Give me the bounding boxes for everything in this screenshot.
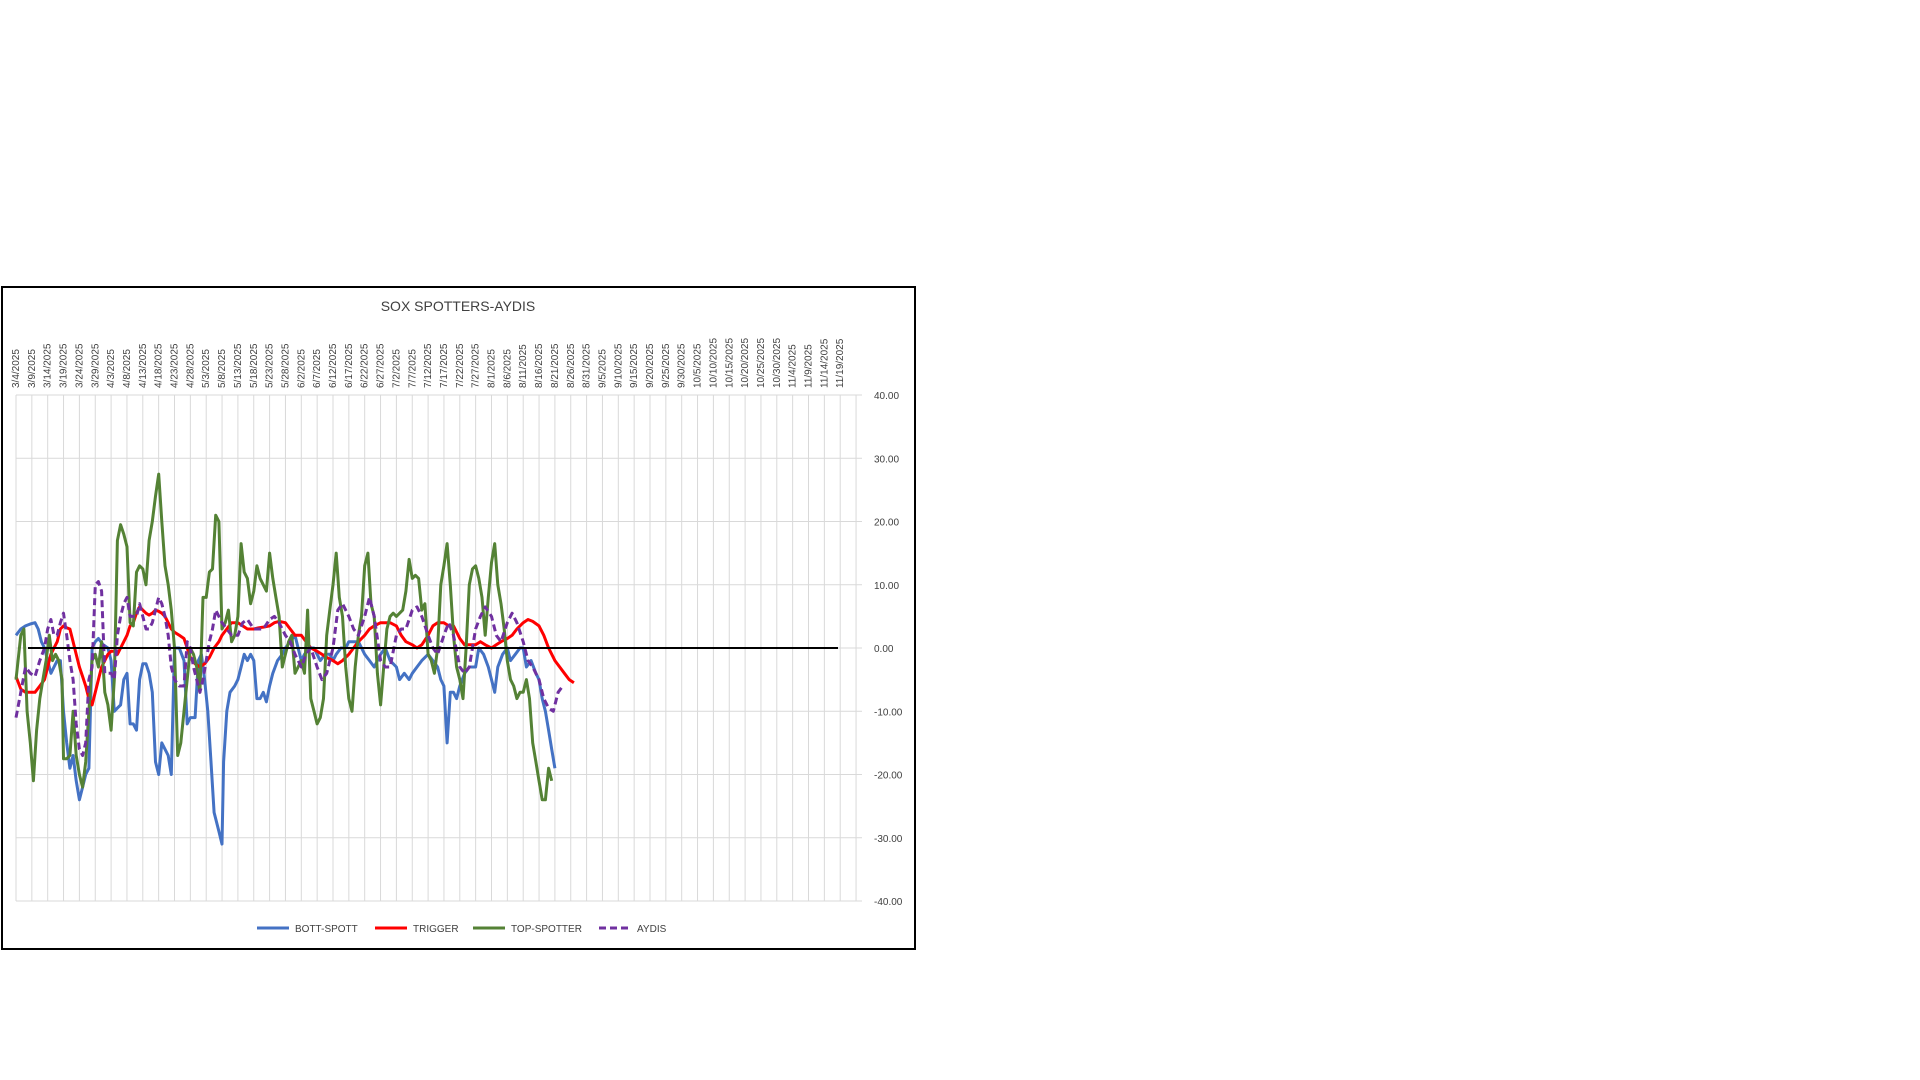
x-tick-label: 5/8/2025	[217, 349, 228, 388]
legend-label: AYDIS	[637, 924, 667, 935]
chart-frame: 3/4/2025 3/9/2025 3/14/2025 3/19/2025 3/24/2…	[1, 286, 916, 950]
y-tick-label: 30.00	[874, 454, 899, 465]
x-tick-label: 11/9/2025	[804, 344, 815, 388]
x-tick-label: 8/16/2025	[534, 343, 545, 388]
x-tick-label: 3/29/2025	[90, 343, 101, 388]
y-tick-label: -30.00	[874, 834, 903, 845]
y-tick-label: 10.00	[874, 581, 899, 592]
legend-label: BOTT-SPOTT	[295, 924, 358, 935]
x-tick-label: 10/15/2025	[724, 338, 735, 388]
x-tick-label: 6/2/2025	[296, 349, 307, 388]
legend-label: TRIGGER	[413, 924, 459, 935]
line-chart: 3/4/2025 3/9/2025 3/14/2025 3/19/2025 3/24/2…	[11, 298, 903, 935]
x-tick-label: 10/10/2025	[708, 338, 719, 388]
x-tick-label: 8/31/2025	[582, 343, 593, 388]
x-tick-label: 8/21/2025	[550, 343, 561, 388]
x-tick-label: 9/10/2025	[613, 343, 624, 388]
x-tick-label: 6/27/2025	[376, 343, 387, 388]
x-tick-label: 8/1/2025	[487, 349, 498, 388]
x-tick-label: 10/25/2025	[756, 338, 767, 388]
y-tick-label: -40.00	[874, 897, 903, 908]
x-tick-label: 7/7/2025	[407, 349, 418, 388]
x-tick-label: 7/12/2025	[423, 343, 434, 388]
x-tick-label: 4/8/2025	[122, 349, 133, 388]
x-tick-label: 11/14/2025	[819, 338, 830, 388]
x-tick-label: 9/25/2025	[661, 343, 672, 388]
x-tick-label: 3/4/2025	[11, 349, 22, 388]
x-tick-label: 8/11/2025	[518, 344, 529, 388]
x-tick-label: 3/24/2025	[74, 343, 85, 388]
x-tick-label: 5/13/2025	[233, 343, 244, 388]
y-tick-label: 20.00	[874, 518, 899, 529]
x-tick-label: 11/4/2025	[788, 344, 799, 388]
x-tick-label: 5/28/2025	[280, 343, 291, 388]
x-tick-label: 5/23/2025	[265, 343, 276, 388]
series-lines	[14, 472, 575, 846]
x-tick-label: 5/3/2025	[201, 349, 212, 388]
x-tick-label: 4/13/2025	[138, 343, 149, 388]
x-tick-label: 4/3/2025	[106, 349, 117, 388]
x-tick-label: 9/20/2025	[645, 343, 656, 388]
y-tick-label: 0.00	[874, 644, 894, 655]
legend-label: TOP-SPOTTER	[511, 924, 582, 935]
x-tick-label: 10/5/2025	[693, 343, 704, 388]
x-tick-label: 4/23/2025	[170, 343, 181, 388]
x-tick-label: 7/22/2025	[455, 343, 466, 388]
x-tick-label: 10/30/2025	[772, 338, 783, 388]
y-tick-label: 40.00	[874, 391, 899, 402]
x-tick-label: 4/18/2025	[154, 343, 165, 388]
x-tick-label: 11/19/2025	[835, 338, 846, 388]
chart-title: SOX SPOTTERS-AYDIS	[381, 298, 536, 314]
x-tick-label: 6/17/2025	[344, 343, 355, 388]
y-axis-tick-labels: 40.00 30.00 20.00 10.00 0.00 -10.00 -20.00 -30.…	[874, 391, 903, 908]
x-tick-label: 10/20/2025	[740, 338, 751, 388]
x-tick-label: 6/22/2025	[360, 343, 371, 388]
x-tick-label: 5/18/2025	[249, 343, 260, 388]
x-tick-label: 3/19/2025	[59, 343, 70, 388]
legend: BOTT-SPOTT TRIGGER TOP-SPOTTER AYDIS	[257, 924, 667, 935]
series-line-aydis	[14, 580, 565, 757]
series-line-top-spotter	[14, 472, 554, 802]
x-tick-label: 7/2/2025	[391, 349, 402, 388]
x-tick-label: 7/17/2025	[439, 343, 450, 388]
x-tick-label: 9/30/2025	[677, 343, 688, 388]
y-tick-label: -20.00	[874, 771, 903, 782]
x-tick-label: 8/6/2025	[502, 349, 513, 388]
x-tick-label: 8/26/2025	[566, 343, 577, 388]
x-axis-tick-labels: 3/4/2025 3/9/2025 3/14/2025 3/19/2025 3/24/2…	[11, 338, 846, 388]
x-tick-label: 3/9/2025	[27, 349, 38, 388]
x-tick-label: 9/5/2025	[597, 349, 608, 388]
x-tick-label: 7/27/2025	[471, 343, 482, 388]
x-tick-label: 6/12/2025	[328, 343, 339, 388]
y-tick-label: -10.00	[874, 707, 903, 718]
x-tick-label: 4/28/2025	[185, 343, 196, 388]
x-tick-label: 6/7/2025	[312, 349, 323, 388]
x-tick-label: 9/15/2025	[629, 343, 640, 388]
x-tick-label: 3/14/2025	[43, 343, 54, 388]
